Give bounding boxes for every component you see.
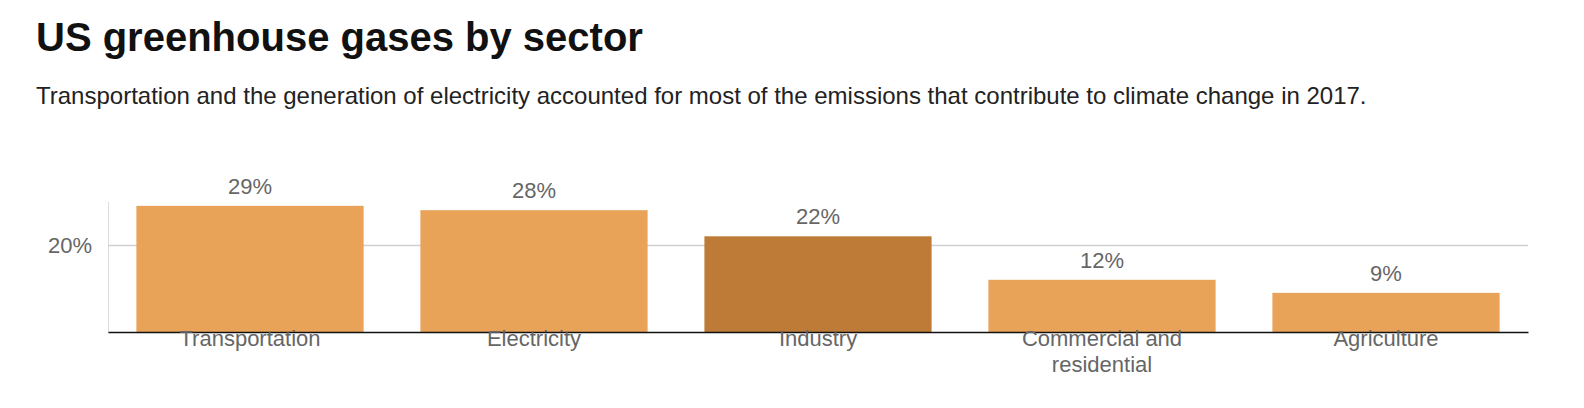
x-tick: Transportation [179, 326, 320, 351]
data-label: 28% [512, 178, 556, 203]
x-tick: Agriculture [1333, 326, 1438, 351]
x-tick-label: Industry [779, 326, 857, 351]
x-tick: Electricity [487, 326, 581, 351]
x-tick: Industry [779, 326, 857, 351]
x-tick-label: Agriculture [1333, 326, 1438, 351]
bar [420, 210, 647, 332]
subtitle: Transportation and the generation of ele… [36, 82, 1367, 109]
y-axis: 20% [48, 202, 1528, 333]
x-tick-label: Electricity [487, 326, 581, 351]
data-labels: 29% 28% 22% 12% 9% [228, 174, 1402, 286]
x-tick-label: Transportation [179, 326, 320, 351]
x-tick: Commercial andresidential [1022, 326, 1182, 377]
x-axis: Transportation Electricity Industry Commerc… [109, 326, 1529, 377]
title: US greenhouse gases by sector [36, 15, 643, 59]
data-label: 12% [1080, 248, 1124, 273]
data-label: 9% [1370, 261, 1402, 286]
y-tick-label: 20% [48, 233, 92, 258]
data-label: 29% [228, 174, 272, 199]
bar [704, 236, 931, 332]
y-axis-line [108, 202, 109, 333]
data-label: 22% [796, 204, 840, 229]
bar [988, 280, 1215, 332]
x-tick-label: Commercial andresidential [1022, 326, 1182, 377]
bar [136, 206, 363, 332]
chart: US greenhouse gases by sector Transportat… [0, 0, 1584, 408]
